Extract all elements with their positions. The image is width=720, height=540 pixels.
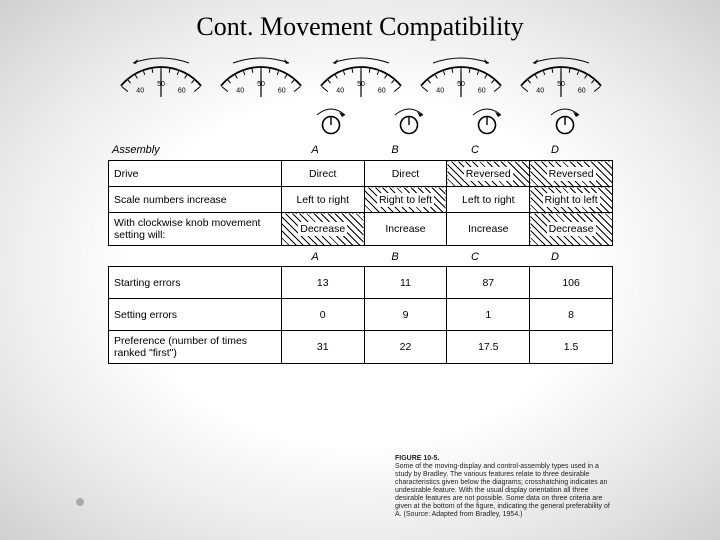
- cell: Left to right: [447, 187, 530, 213]
- knobs-row: [108, 115, 613, 140]
- svg-text:60: 60: [578, 88, 586, 95]
- cell: 1: [447, 299, 530, 331]
- cell: Increase: [364, 213, 447, 246]
- cell: 17.5: [447, 331, 530, 364]
- gauge-icon: 405060: [117, 55, 205, 97]
- column-label: A: [275, 251, 355, 263]
- cell: 22: [364, 331, 447, 364]
- row-header: With clockwise knob movement setting wil…: [109, 213, 282, 246]
- row-header: Drive: [109, 161, 282, 187]
- table-row: Setting errors0918: [109, 299, 613, 331]
- assembly-header: Assembly ABCD: [108, 144, 613, 156]
- cell: Right to left: [364, 187, 447, 213]
- mid-column-labels: ABCD: [108, 251, 613, 263]
- cell: 1.5: [530, 331, 613, 364]
- column-label: B: [355, 144, 435, 156]
- column-label: A: [275, 144, 355, 156]
- svg-text:40: 40: [236, 88, 244, 95]
- cell: Reversed: [447, 161, 530, 187]
- knob-icon: [399, 115, 419, 140]
- cell: Direct: [281, 161, 364, 187]
- row-header: Scale numbers increase: [109, 187, 282, 213]
- svg-text:40: 40: [136, 88, 144, 95]
- caption-text: Some of the moving-display and control-a…: [395, 463, 610, 518]
- column-label: C: [435, 251, 515, 263]
- table-row: Starting errors131187106: [109, 267, 613, 299]
- table-row: DriveDirectDirectReversedReversed: [109, 161, 613, 187]
- table-row: With clockwise knob movement setting wil…: [109, 213, 613, 246]
- attributes-table: DriveDirectDirectReversedReversedScale n…: [108, 160, 613, 246]
- cell: 13: [281, 267, 364, 299]
- svg-text:40: 40: [536, 88, 544, 95]
- page-title: Cont. Movement Compatibility: [0, 0, 720, 42]
- gauge-icon: 405060: [317, 55, 405, 97]
- gauge-icon: 405060: [417, 55, 505, 97]
- cell: 11: [364, 267, 447, 299]
- cell: Decrease: [281, 213, 364, 246]
- cell: 9: [364, 299, 447, 331]
- cell: 106: [530, 267, 613, 299]
- column-label: B: [355, 251, 435, 263]
- gauges-row: 405060 405060 405060 405060 405060: [108, 55, 613, 97]
- gauge-icon: 405060: [217, 55, 305, 97]
- gauge-icon: 405060: [517, 55, 605, 97]
- figure-number: FIGURE 10-5.: [395, 455, 439, 462]
- row-header: Preference (number of times ranked "firs…: [109, 331, 282, 364]
- cell: Increase: [447, 213, 530, 246]
- knob-icon: [477, 115, 497, 140]
- table-row: Scale numbers increaseLeft to rightRight…: [109, 187, 613, 213]
- figure-caption: FIGURE 10-5. Some of the moving-display …: [395, 455, 615, 519]
- svg-text:60: 60: [478, 88, 486, 95]
- table-row: Preference (number of times ranked "firs…: [109, 331, 613, 364]
- cell: 87: [447, 267, 530, 299]
- svg-text:60: 60: [378, 88, 386, 95]
- data-table: Starting errors131187106Setting errors09…: [108, 266, 613, 364]
- svg-text:40: 40: [336, 88, 344, 95]
- cell: 8: [530, 299, 613, 331]
- figure-content: 405060 405060 405060 405060 405060 Assem: [108, 55, 613, 364]
- column-label: C: [435, 144, 515, 156]
- cell: Direct: [364, 161, 447, 187]
- row-header: Starting errors: [109, 267, 282, 299]
- svg-text:60: 60: [278, 88, 286, 95]
- column-label: D: [515, 251, 595, 263]
- column-label: D: [515, 144, 595, 156]
- svg-text:40: 40: [436, 88, 444, 95]
- cell: Left to right: [281, 187, 364, 213]
- knob-icon: [555, 115, 575, 140]
- svg-text:60: 60: [178, 88, 186, 95]
- cell: Decrease: [530, 213, 613, 246]
- cell: Reversed: [530, 161, 613, 187]
- assembly-label: Assembly: [108, 144, 275, 156]
- slide-bullet: [76, 498, 84, 506]
- row-header: Setting errors: [109, 299, 282, 331]
- cell: 31: [281, 331, 364, 364]
- knob-icon: [321, 115, 341, 140]
- cell: 0: [281, 299, 364, 331]
- cell: Right to left: [530, 187, 613, 213]
